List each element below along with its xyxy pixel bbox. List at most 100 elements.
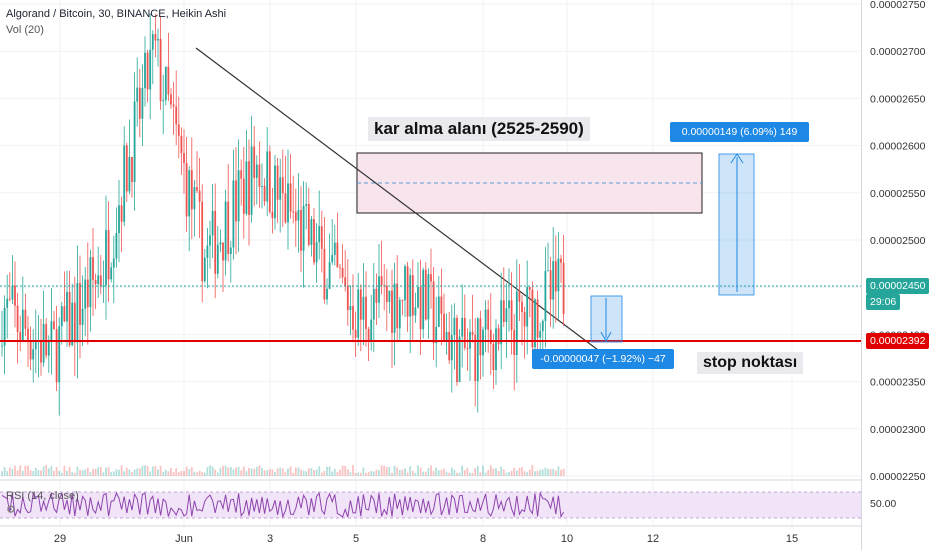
candle-body [3,307,6,346]
candle-body [294,211,297,221]
candle-body [461,317,464,337]
volume-bar [157,469,159,476]
candle-body [484,309,487,330]
candle-body [302,205,305,251]
volume-bar [417,465,419,476]
candle-body [560,258,562,263]
volume-bar [79,469,81,476]
volume-bar [375,469,378,476]
candle-body [203,257,206,282]
candle-body [513,330,516,356]
candle-body [284,193,287,223]
time-axis: 29 Jun 3 5 8 10 12 15 [54,533,798,545]
volume-bar [380,465,383,476]
volume-bar [248,467,250,476]
volume-bar [105,467,107,476]
volume-bar [154,466,157,476]
candle-body [352,306,354,330]
candle-body [120,205,123,222]
candle-body [372,288,375,320]
candle-body [154,34,157,41]
candle-body [505,308,508,323]
candle-body [1,345,3,347]
volume-bar [302,470,305,476]
volume-bar [424,471,427,476]
candle-body [214,210,217,274]
target-zone-label: kar alma alanı (2525-2590) [368,117,590,141]
candle-body [105,230,107,286]
volume-bar [185,466,188,476]
candle-body [456,317,458,383]
volume-bar [310,468,313,476]
candle-body [167,66,170,95]
candle-body [79,282,81,325]
candle-body [515,291,518,356]
volume-bar [362,467,365,476]
volume-bar [554,470,557,476]
volume-bar [541,469,544,476]
candle-body [224,201,227,261]
volume-bar [346,469,349,476]
volume-bar [128,469,131,476]
candle-body [242,178,245,214]
volume-bar [466,467,469,476]
volume-bar [287,468,289,476]
volume-bar [14,465,16,476]
candle-body [289,183,292,212]
candle-body [84,279,87,309]
candle-body [206,245,209,258]
candle-body [362,296,365,320]
volume-bar [268,469,271,476]
trendline[interactable] [195,47,599,351]
candle-body [42,323,45,363]
volume-bar [294,467,297,476]
candle-body [547,270,549,272]
volume-bar [456,472,458,476]
volume-bar [336,472,339,476]
volume-bar [284,472,287,476]
volume-bar [385,467,388,476]
volume-bar [118,469,120,476]
short-measure-label: -0.00000047 (−1.92%) −47 [532,349,674,369]
volume-bar [167,471,170,476]
volume-bar [443,468,445,476]
price-axis[interactable] [861,0,932,550]
candle-body [235,180,237,222]
candle-body [549,270,552,300]
candle-body [435,326,438,344]
volume-bar [133,469,136,476]
candle-body [357,289,360,338]
volume-bar [419,467,422,476]
x-tick-label: 15 [786,533,798,545]
volume-bar [279,467,282,476]
volume-bar [34,467,37,476]
volume-bar [393,465,396,476]
volume-bar [461,465,464,476]
candle-body [255,164,258,178]
volume-bar [29,470,32,476]
candle-body [396,283,399,329]
volume-bar [440,469,443,476]
candle-body [554,261,557,292]
volume-bar [235,467,237,476]
volume-bar [352,465,354,476]
volume-bar [341,465,344,476]
volume-bar [107,467,110,476]
candle-body [367,328,370,342]
volume-bar [300,469,302,476]
candle-body [411,275,414,316]
volume-bar [1,471,3,476]
settings-icon[interactable]: ⚙ [6,504,16,516]
volume-bar [305,471,308,476]
candle-body [445,332,448,341]
volume-bar [463,470,466,476]
volume-bar [216,472,219,476]
volume-bar [536,470,539,476]
volume-bar [328,466,331,476]
volume-bar [482,465,484,476]
candle-body [502,300,505,323]
candle-body [430,274,432,282]
candle-body [320,226,323,249]
volume-bar [450,467,453,476]
